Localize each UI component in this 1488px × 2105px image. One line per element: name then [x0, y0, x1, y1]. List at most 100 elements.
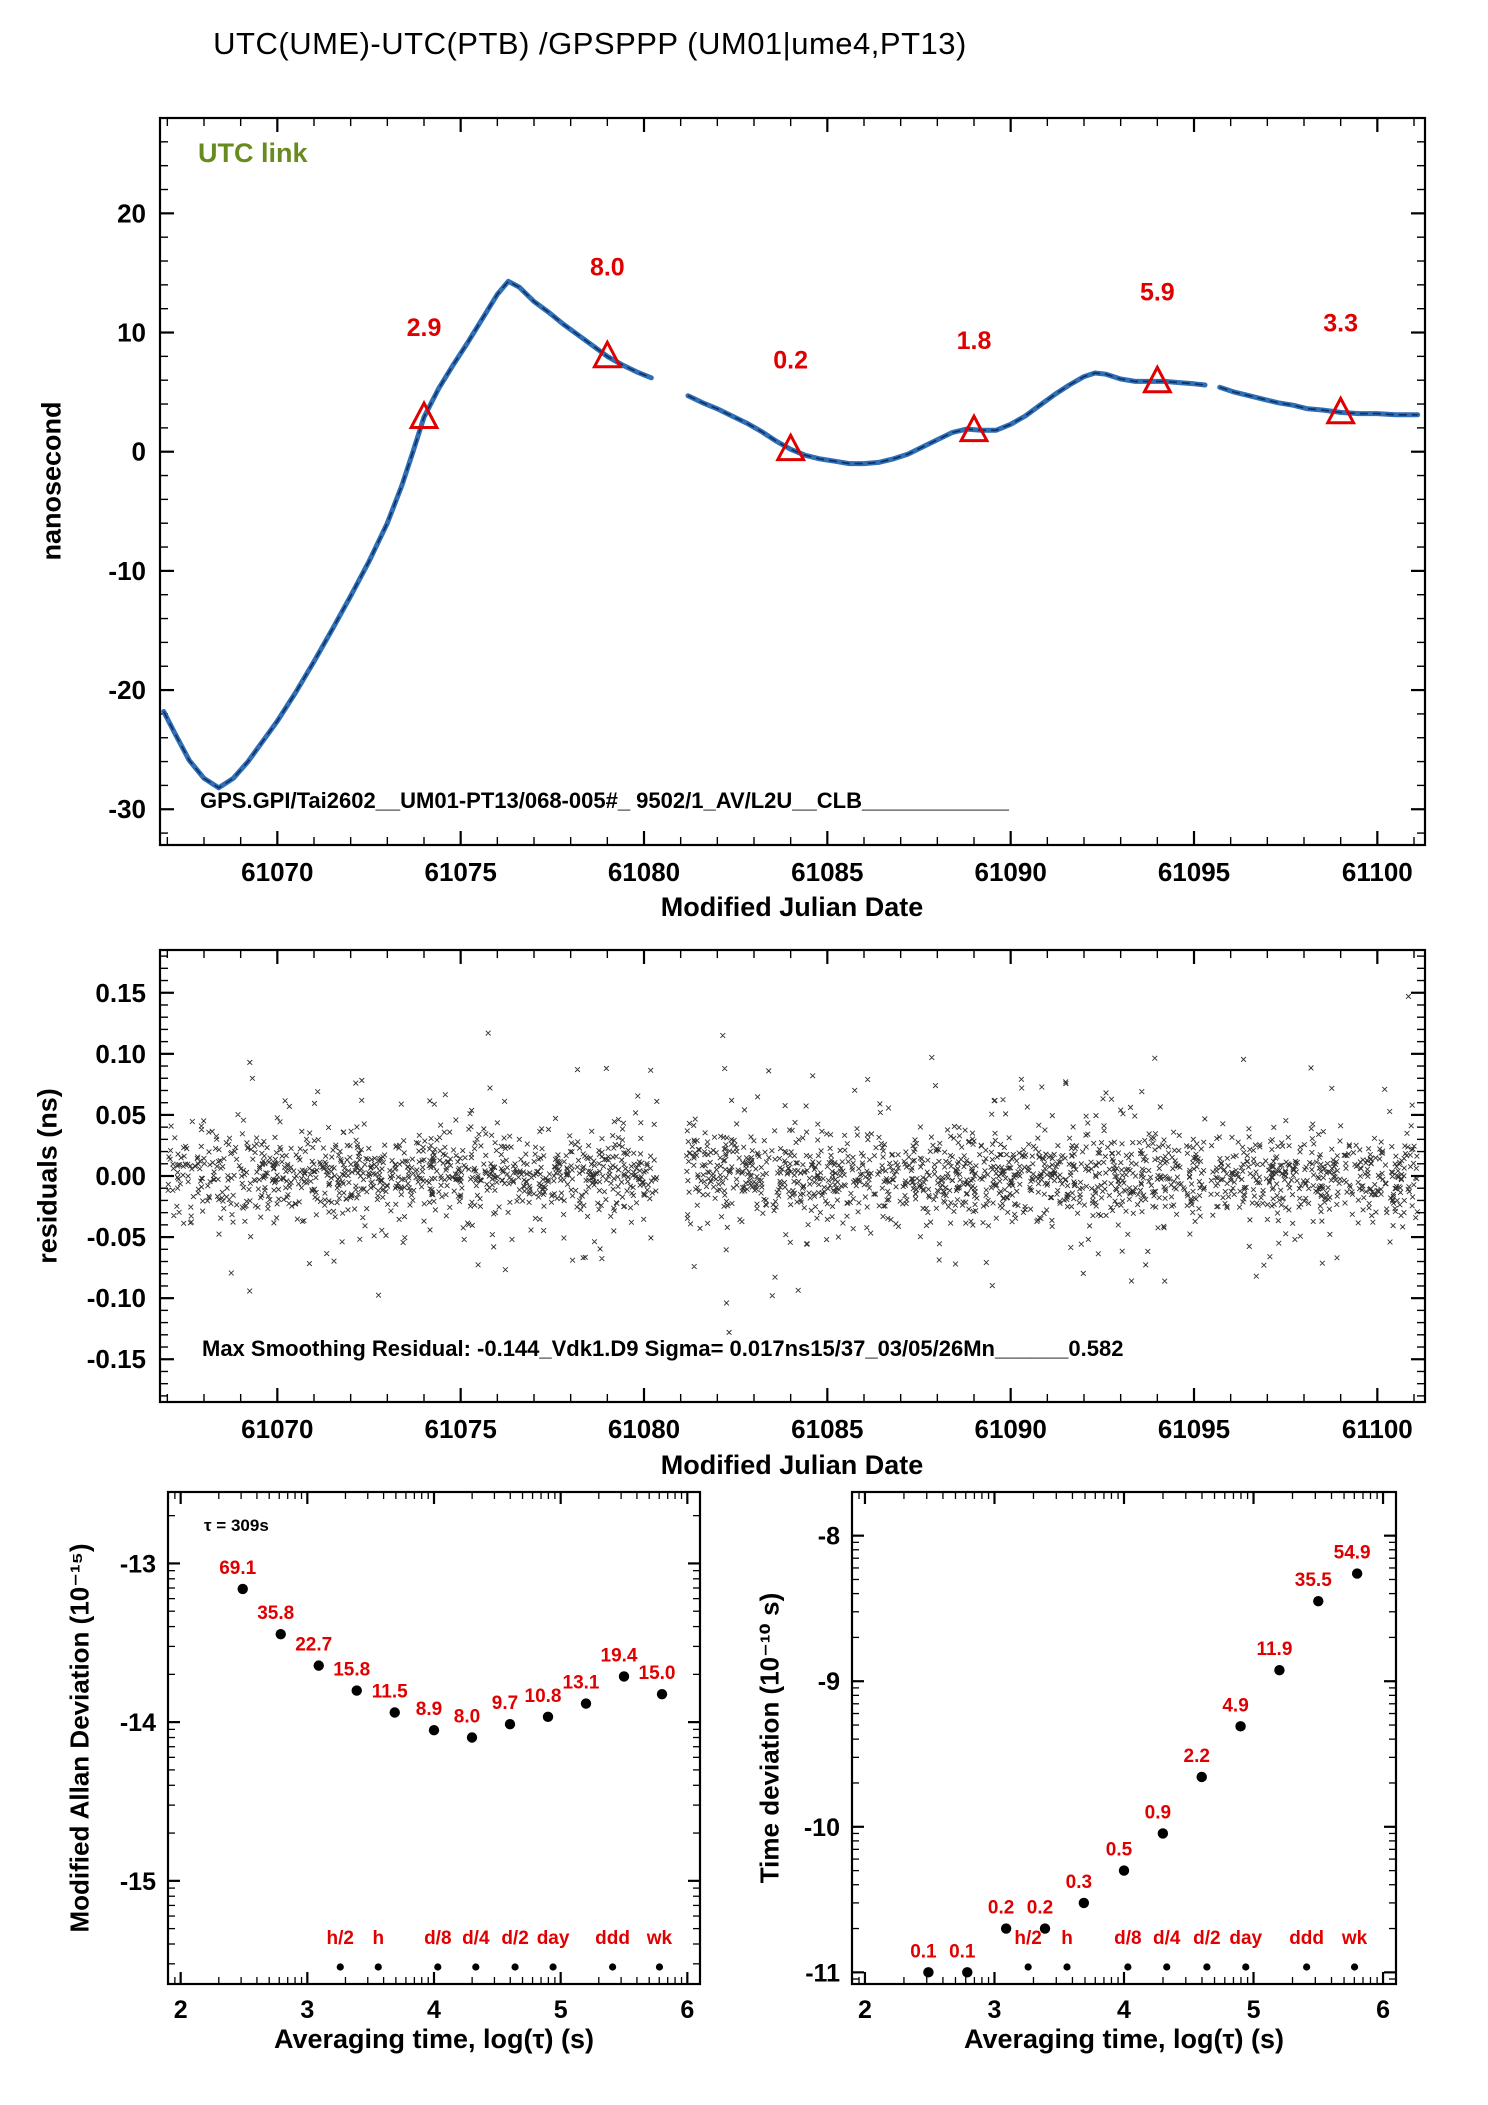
svg-text:8.0: 8.0 — [454, 1707, 480, 1728]
svg-text:0.05: 0.05 — [95, 1100, 146, 1130]
svg-text:15.8: 15.8 — [333, 1660, 370, 1681]
svg-text:day: day — [1229, 1928, 1262, 1949]
deviation-data-point — [618, 1671, 630, 1682]
time-scale-tick-dot — [472, 1963, 480, 1971]
svg-text:d/4: d/4 — [1153, 1928, 1181, 1949]
svg-text:61085: 61085 — [791, 857, 863, 887]
deviation-data-point — [504, 1719, 516, 1730]
svg-text:11.9: 11.9 — [1256, 1639, 1292, 1660]
svg-text:6: 6 — [680, 1996, 694, 2024]
svg-text:0.9: 0.9 — [1145, 1802, 1171, 1823]
svg-text:61080: 61080 — [608, 857, 680, 887]
svg-text:0: 0 — [132, 437, 146, 467]
svg-text:10.8: 10.8 — [525, 1686, 562, 1707]
svg-text:4.9: 4.9 — [1222, 1695, 1248, 1716]
figure-title: UTC(UME)-UTC(PTB) /GPSPPP (UM01|ume4,PT1… — [213, 26, 967, 61]
svg-text:0.2: 0.2 — [1027, 1898, 1053, 1919]
svg-text:61085: 61085 — [791, 1414, 863, 1444]
svg-text:8.0: 8.0 — [590, 253, 625, 281]
time-scale-tick-dot — [1024, 1963, 1032, 1971]
deviation-data-point — [275, 1629, 286, 1640]
svg-text:4: 4 — [1117, 1996, 1131, 2024]
panel2-residuals-chart: 61070 61075 61080 61085 61090 61095 61100 -0.15… — [87, 948, 1427, 1444]
svg-text:d/8: d/8 — [1114, 1928, 1141, 1949]
panel4-x-axis-label: Averaging time, log(τ) (s) — [963, 2024, 1285, 2054]
panel1-x-axis-label: Modified Julian Date — [660, 892, 924, 922]
svg-text:20: 20 — [117, 198, 146, 228]
svg-text:61095: 61095 — [1158, 1414, 1230, 1444]
deviation-data-point — [351, 1685, 362, 1696]
svg-text:-0.15: -0.15 — [87, 1344, 146, 1374]
svg-text:15.0: 15.0 — [639, 1663, 676, 1684]
calibration-triangle-marker — [408, 399, 440, 430]
svg-text:d/2: d/2 — [501, 1928, 528, 1949]
svg-text:61095: 61095 — [1158, 857, 1230, 887]
svg-text:-8: -8 — [818, 1523, 840, 1551]
panel3-modified-allan-deviation-chart: 2 3 4 5 6 -13 -14 -15 69.1 35.822.715.811.5 8.9 8.0… — [120, 1490, 702, 2024]
panel1-y-axis-label: nanosecond — [36, 401, 67, 561]
svg-text:5.9: 5.9 — [1140, 278, 1175, 306]
svg-text:22.7: 22.7 — [295, 1635, 332, 1656]
time-scale-tick-dot — [655, 1963, 664, 1971]
deviation-data-point — [1118, 1865, 1130, 1876]
svg-text:61080: 61080 — [608, 1414, 680, 1444]
deviation-data-point — [237, 1583, 248, 1595]
svg-text:9.7: 9.7 — [492, 1693, 518, 1714]
calibration-triangle-marker — [1325, 395, 1357, 425]
calibration-triangle-marker — [1141, 364, 1173, 394]
svg-text:54.9: 54.9 — [1334, 1543, 1371, 1564]
svg-text:-0.10: -0.10 — [87, 1283, 146, 1313]
deviation-data-point — [1000, 1923, 1012, 1934]
deviation-data-point — [656, 1688, 668, 1700]
svg-text:h/2: h/2 — [1014, 1928, 1041, 1949]
time-scale-tick-dot — [511, 1963, 519, 1971]
deviation-data-point — [1039, 1923, 1051, 1934]
time-scale-tick-dot — [434, 1963, 442, 1971]
svg-text:0.10: 0.10 — [95, 1039, 146, 1069]
svg-text:2: 2 — [174, 1996, 188, 2024]
deviation-data-point — [1196, 1771, 1207, 1783]
deviation-data-point — [1313, 1595, 1324, 1607]
svg-text:0.15: 0.15 — [95, 978, 146, 1008]
deviation-data-point — [1274, 1665, 1285, 1676]
time-scale-tick-dot — [1242, 1963, 1250, 1971]
panel2-x-axis-label: Modified Julian Date — [660, 1450, 924, 1480]
calibration-triangle-marker — [591, 339, 623, 369]
time-scale-tick-dot — [336, 1963, 344, 1971]
svg-text:61100: 61100 — [1342, 1414, 1413, 1444]
svg-text:ddd: ddd — [1289, 1928, 1324, 1949]
time-scale-tick-dot — [609, 1963, 617, 1971]
svg-text:-10: -10 — [108, 556, 146, 586]
svg-text:4: 4 — [427, 1996, 441, 2024]
svg-text:10: 10 — [117, 318, 146, 348]
svg-text:61070: 61070 — [241, 857, 313, 887]
svg-text:0.1: 0.1 — [949, 1941, 976, 1962]
svg-text:d/8: d/8 — [424, 1928, 451, 1949]
deviation-data-point — [428, 1724, 440, 1736]
utc-link-label: UTC link — [198, 138, 308, 168]
panel4-time-deviation-chart: 2 3 4 5 6 -8 -9 -10 -11 0.1 0.1 0.2 0.2 0.3 0.5 0.9 2.2 4… — [804, 1490, 1398, 2024]
deviation-data-point — [1235, 1721, 1246, 1732]
deviation-data-point — [542, 1711, 554, 1723]
panel1-utc-difference-chart: 61070 61075 61080 61085 61090 61095 61100 -30 -2… — [108, 116, 1427, 887]
svg-text:13.1: 13.1 — [563, 1673, 600, 1694]
time-scale-tick-dot — [374, 1963, 382, 1971]
svg-text:11.5: 11.5 — [372, 1681, 408, 1702]
panel2-annotation: Max Smoothing Residual: -0.144_Vdk1.D9 S… — [202, 1336, 1124, 1361]
panel1-annotation: GPS.GPI/Tai2602__UM01-PT13/068-005#_ 950… — [200, 788, 1009, 813]
svg-text:-14: -14 — [120, 1709, 156, 1737]
svg-text:-15: -15 — [120, 1868, 156, 1896]
svg-text:-9: -9 — [818, 1668, 840, 1696]
svg-text:2.2: 2.2 — [1184, 1746, 1210, 1767]
svg-text:wk: wk — [646, 1928, 673, 1949]
svg-text:61090: 61090 — [975, 1414, 1047, 1444]
svg-text:h: h — [1061, 1928, 1073, 1949]
svg-text:ddd: ddd — [595, 1928, 630, 1949]
svg-text:0.2: 0.2 — [773, 346, 808, 374]
deviation-data-point — [389, 1707, 400, 1718]
svg-text:0.1: 0.1 — [910, 1941, 937, 1962]
svg-text:-0.05: -0.05 — [87, 1222, 146, 1252]
svg-text:1.8: 1.8 — [957, 327, 992, 355]
